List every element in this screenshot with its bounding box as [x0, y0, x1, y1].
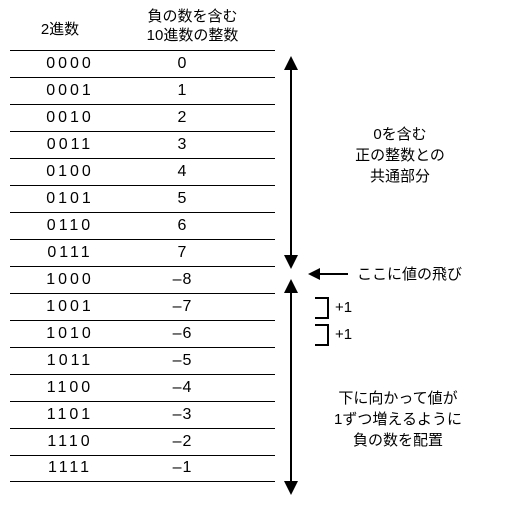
table-row: 01117 — [10, 239, 275, 266]
cell-binary: 0011 — [10, 136, 130, 154]
cell-binary: 1111 — [10, 459, 130, 477]
bracket-2-icon — [315, 324, 329, 346]
table-row: 1011–5 — [10, 347, 275, 374]
bracket-1-icon — [315, 297, 329, 319]
cell-binary: 1000 — [10, 271, 130, 289]
table-row: 01004 — [10, 158, 275, 185]
header-binary: 2進数 — [10, 8, 110, 46]
table-row: 01106 — [10, 212, 275, 239]
cell-binary: 1101 — [10, 406, 130, 424]
cell-binary: 0010 — [10, 109, 130, 127]
table-row: 00102 — [10, 104, 275, 131]
cell-decimal: 3 — [130, 136, 235, 154]
cell-decimal: –7 — [130, 298, 235, 316]
annotation-area: 0を含む正の整数との共通部分 ここに値の飛び +1 +1 下に向かって値が1ずつ… — [275, 8, 496, 482]
cell-binary: 1010 — [10, 325, 130, 343]
header-dec-line2: 10進数の整数 — [110, 27, 275, 46]
table-header: 2進数 負の数を含む 10進数の整数 — [10, 8, 275, 50]
table-row: 1111–1 — [10, 455, 275, 482]
table-row: 1100–4 — [10, 374, 275, 401]
header-decimal: 負の数を含む 10進数の整数 — [110, 8, 275, 46]
cell-decimal: –4 — [130, 379, 235, 397]
cell-binary: 0000 — [10, 55, 130, 73]
table-row: 1110–2 — [10, 428, 275, 455]
cell-decimal: 0 — [130, 55, 235, 73]
cell-decimal: 1 — [130, 82, 235, 100]
table-row: 1010–6 — [10, 320, 275, 347]
cell-decimal: 6 — [130, 217, 235, 235]
table-row: 00000 — [10, 50, 275, 77]
binary-table: 2進数 負の数を含む 10進数の整数 000000001100102001130… — [10, 8, 275, 482]
cell-binary: 0110 — [10, 217, 130, 235]
table-row: 01015 — [10, 185, 275, 212]
jump-label: ここに値の飛び — [357, 264, 462, 285]
cell-binary: 0100 — [10, 163, 130, 181]
table-row: 1101–3 — [10, 401, 275, 428]
cell-decimal: –8 — [130, 271, 235, 289]
table-row: 1001–7 — [10, 293, 275, 320]
cell-decimal: –3 — [130, 406, 235, 424]
cell-decimal: 5 — [130, 190, 235, 208]
cell-binary: 0001 — [10, 82, 130, 100]
bracket-1-label: +1 — [335, 299, 352, 316]
table-row: 00113 — [10, 131, 275, 158]
bracket-2-label: +1 — [335, 326, 352, 343]
negative-range-arrow — [290, 281, 292, 493]
cell-binary: 1011 — [10, 352, 130, 370]
cell-binary: 0101 — [10, 190, 130, 208]
cell-decimal: 7 — [130, 244, 235, 262]
cell-decimal: –5 — [130, 352, 235, 370]
negative-label: 下に向かって値が1ずつ増えるように負の数を配置 — [308, 388, 488, 451]
diagram-container: 2進数 負の数を含む 10進数の整数 000000001100102001130… — [0, 0, 506, 490]
table-row: 00011 — [10, 77, 275, 104]
positive-label: 0を含む正の整数との共通部分 — [310, 124, 490, 187]
cell-decimal: –2 — [130, 433, 235, 451]
cell-binary: 1100 — [10, 379, 130, 397]
table-row: 1000–8 — [10, 266, 275, 293]
cell-decimal: –6 — [130, 325, 235, 343]
header-dec-line1: 負の数を含む — [110, 8, 275, 27]
positive-range-arrow — [290, 58, 292, 267]
cell-decimal: –1 — [130, 459, 235, 477]
cell-decimal: 4 — [130, 163, 235, 181]
cell-binary: 0111 — [10, 244, 130, 262]
jump-arrow-icon — [310, 273, 348, 275]
cell-binary: 1110 — [10, 433, 130, 451]
cell-binary: 1001 — [10, 298, 130, 316]
cell-decimal: 2 — [130, 109, 235, 127]
